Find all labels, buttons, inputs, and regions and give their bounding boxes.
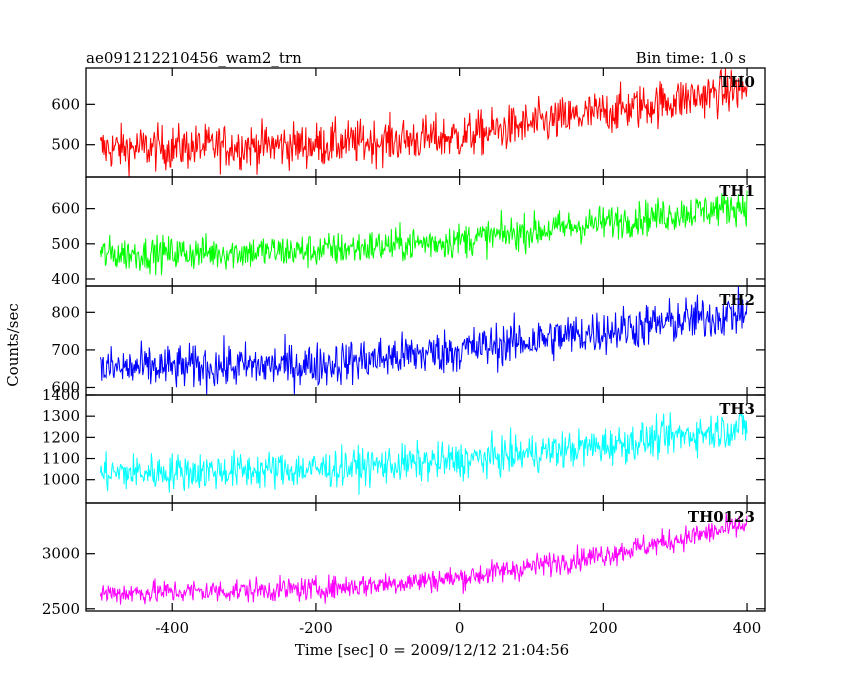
panel-label-th1: TH1 xyxy=(719,182,755,200)
panel-th1: 400 500 600 TH1 xyxy=(51,176,766,288)
panel-th2: 600 700 800 TH2 xyxy=(51,285,766,396)
series-line-th3 xyxy=(99,412,748,495)
y-tick-label: 1100 xyxy=(42,450,80,468)
x-tick-label: -200 xyxy=(299,619,333,637)
y-tick-label: 600 xyxy=(51,200,80,218)
series-line-th1 xyxy=(99,190,748,276)
panel-label-th0123: TH0123 xyxy=(688,508,755,526)
panels-group: 500 600 TH0 400 500 600 TH1 600 700 800 TH2 1000 110… xyxy=(42,67,766,637)
y-tick-label: 500 xyxy=(51,235,80,253)
panel-label-th3: TH3 xyxy=(719,400,755,418)
y-tick-label: 500 xyxy=(51,136,80,154)
y-tick-label: 700 xyxy=(51,341,80,359)
panel-frame xyxy=(85,176,766,287)
x-axis-label: Time [sec] 0 = 2009/12/12 21:04:56 xyxy=(295,641,569,659)
x-tick-label: -400 xyxy=(155,619,189,637)
y-tick-label: 1300 xyxy=(42,407,80,425)
y-axis-label: Counts/sec xyxy=(4,303,22,387)
y-tick-label: 1200 xyxy=(42,428,80,446)
x-tick-label: 400 xyxy=(733,619,762,637)
y-tick-label: 3000 xyxy=(42,545,80,563)
series-line-th2 xyxy=(99,286,748,395)
panel-frame xyxy=(85,285,766,396)
y-tick-label: 400 xyxy=(51,270,80,288)
panel-frame xyxy=(85,394,766,504)
series-line-th0123 xyxy=(99,513,748,605)
panel-th0: 500 600 TH0 xyxy=(51,67,766,178)
y-tick-label: 1000 xyxy=(42,471,80,489)
y-tick-label: 800 xyxy=(51,303,80,321)
bin-time-label: Bin time: 1.0 s xyxy=(636,49,746,67)
panel-th0123: 2500 3000 TH0123 xyxy=(42,502,766,618)
panel-label-th0: TH0 xyxy=(719,73,755,91)
plot-title: ae091212210456_wam2_trn xyxy=(86,49,302,67)
panel-label-th2: TH2 xyxy=(719,291,755,309)
panel-frame xyxy=(85,502,766,612)
y-tick-label: 600 xyxy=(51,95,80,113)
y-tick-label: 600 xyxy=(51,378,80,396)
x-tick-label: 0 xyxy=(455,619,465,637)
y-tick-label: 2500 xyxy=(42,600,80,618)
series-line-th0 xyxy=(99,68,748,177)
y-tick-label: 1400 xyxy=(42,386,80,404)
x-tick-label: 200 xyxy=(589,619,618,637)
panel-th3: 1000 1100 1200 1300 1400 TH3 xyxy=(42,386,766,504)
